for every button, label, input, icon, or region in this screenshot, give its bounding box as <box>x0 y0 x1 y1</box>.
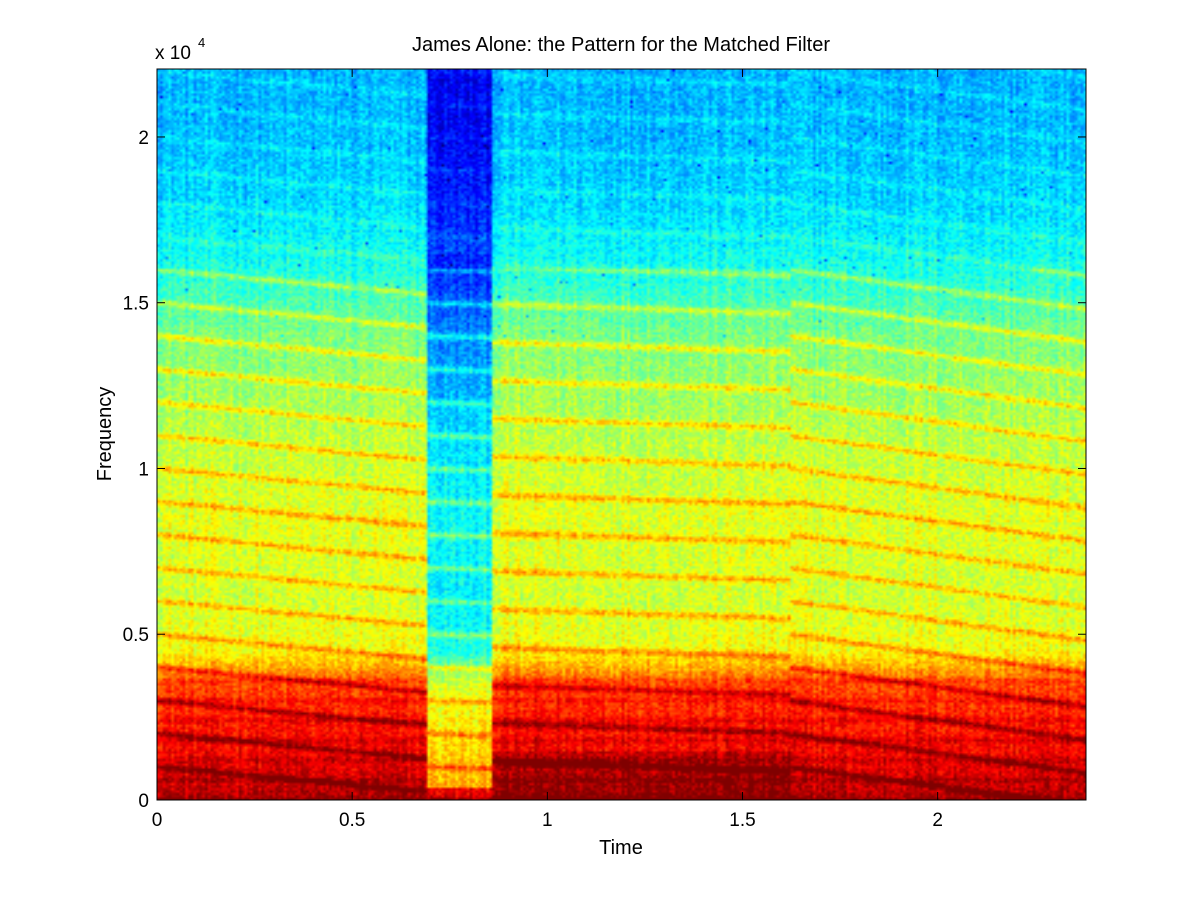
x-tick-label: 0 <box>152 810 163 831</box>
x-tick-label: 1.5 <box>729 810 755 831</box>
y-tick-label: 2 <box>138 128 149 149</box>
y-axis: 0 0.5 1 1.5 2 <box>123 128 1086 812</box>
x-axis-label: Time <box>599 837 643 859</box>
x-tick-label: 1 <box>542 810 553 831</box>
y-tick-label: 0 <box>138 791 149 812</box>
y-tick-label: 1 <box>138 459 149 480</box>
spectrogram-heatmap <box>157 69 1086 800</box>
chart-title: James Alone: the Pattern for the Matched… <box>412 34 830 56</box>
plot-area <box>156 68 1087 801</box>
y-tick-label: 1.5 <box>123 294 149 315</box>
y-multiplier-label: x 10 <box>155 43 191 64</box>
y-multiplier-exponent: 4 <box>198 35 205 50</box>
plot-frame <box>156 68 1087 801</box>
x-axis: 0 0.5 1 1.5 2 <box>152 69 943 831</box>
x-tick-label: 0.5 <box>339 810 365 831</box>
y-axis-label: Frequency <box>94 387 116 482</box>
y-tick-label: 0.5 <box>123 625 149 646</box>
x-tick-label: 2 <box>932 810 943 831</box>
